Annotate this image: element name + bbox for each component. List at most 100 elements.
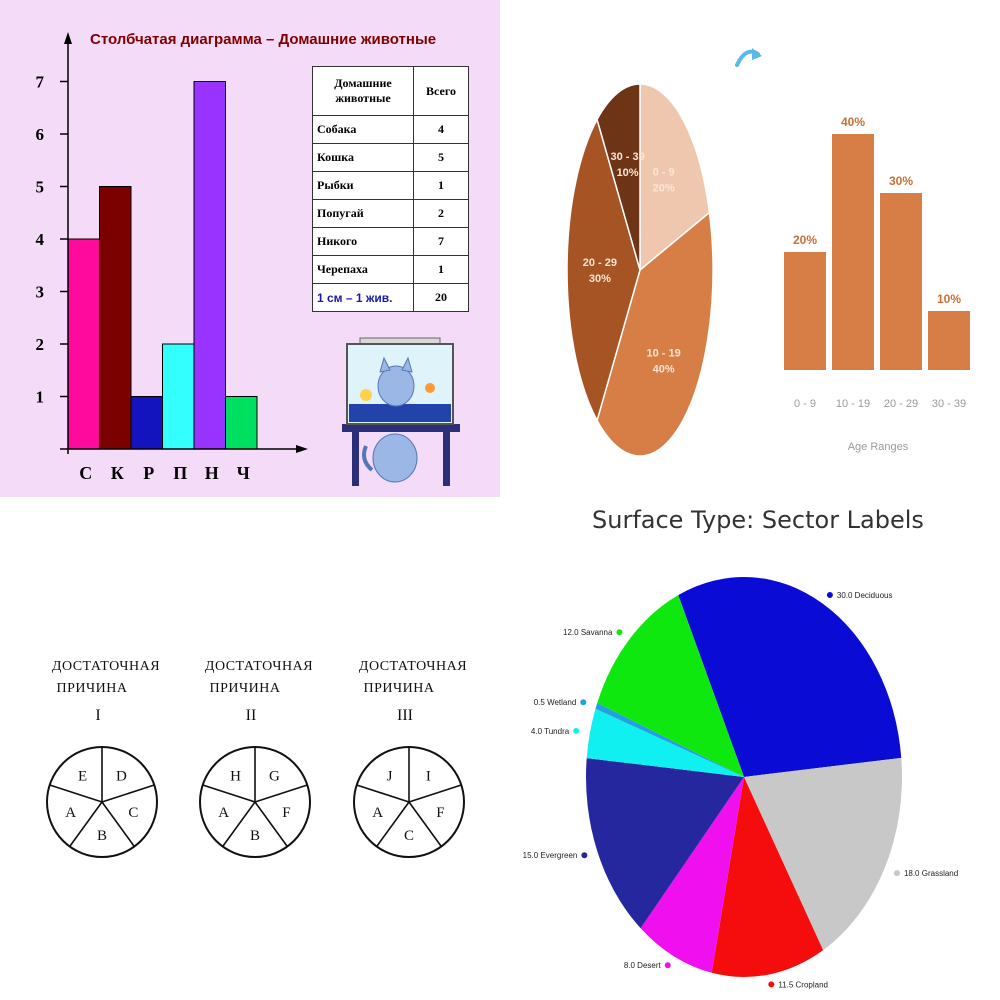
y-tick-label: 7 — [36, 73, 45, 92]
pie-slice-1 — [744, 757, 902, 951]
x-tick-label: С — [79, 463, 92, 483]
x-tick-label: 10 - 19 — [836, 398, 870, 410]
surface-pie-marks: 30.0 Deciduous 18.0 Grassland 11.5 Croplan… — [523, 577, 958, 989]
sector-label: B — [97, 828, 107, 844]
bar-2 — [880, 193, 922, 370]
pie-slice-4 — [586, 758, 744, 929]
pie-slice-percent: 30% — [589, 273, 611, 285]
y-tick-label: 3 — [36, 283, 45, 302]
pie-slice-3 — [640, 777, 744, 973]
slice-label: 4.0 Tundra — [531, 727, 570, 736]
sector-label: D — [116, 768, 127, 784]
curved-arrow-icon — [735, 48, 762, 67]
sector-divider — [101, 801, 135, 847]
x-tick-label: 0 - 9 — [794, 398, 816, 410]
table-cell-name: Черепаха — [312, 255, 414, 284]
pie-slice-label: 0 - 9 — [653, 167, 675, 179]
sector-label: F — [282, 805, 290, 821]
surface-type-pie-panel: Surface Type: Sector Labels 30.0 Deciduo… — [500, 500, 1000, 1000]
bar-0 — [67, 238, 100, 450]
surface-type-pie-chart: Surface Type: Sector Labels 30.0 Deciduo… — [523, 506, 959, 989]
slice-label: 30.0 Deciduous — [837, 591, 893, 600]
pie-slice-label: 10 - 19 — [646, 347, 680, 359]
sector-divider — [408, 801, 442, 847]
slice-value: 15.0 — [523, 851, 541, 860]
table-row: Собака 4 — [312, 115, 469, 144]
x-axis-arrow-icon — [296, 445, 308, 453]
sector-divider — [356, 784, 410, 803]
table-cell-name: Собака — [312, 115, 414, 144]
table-cell-name: Кошка — [312, 143, 414, 172]
table-row: Рыбки 1 — [312, 171, 469, 200]
x-tick-label: Н — [205, 463, 219, 483]
x-tick-label: К — [111, 463, 124, 483]
sector-label: C — [404, 828, 414, 844]
sector-label: B — [250, 828, 260, 844]
table-cell-value: 1 — [413, 255, 469, 284]
sector-divider — [202, 784, 256, 803]
legend-dot — [616, 629, 623, 636]
bar-1 — [832, 134, 874, 370]
cause-numeral: III — [397, 707, 413, 724]
x-tick-label: П — [173, 463, 187, 483]
sector-label: E — [78, 768, 87, 784]
table-cell-value: 4 — [413, 115, 469, 144]
x-tick-label: Р — [143, 463, 154, 483]
bar-0 — [784, 252, 826, 370]
pie-slice-2 — [711, 777, 824, 977]
sector-label: C — [128, 805, 138, 821]
chart-title: Surface Type: Sector Labels — [592, 506, 924, 534]
y-tick-label: 6 — [36, 125, 45, 144]
slice-value: 30.0 — [837, 591, 855, 600]
slice-name: Evergreen — [540, 851, 577, 860]
pie-slice-label: 30 - 39 — [610, 151, 644, 163]
y-tick-label: 5 — [36, 178, 45, 197]
sector-divider — [376, 801, 410, 847]
x-tick-label: 20 - 29 — [884, 398, 918, 410]
pie-slice-3 — [596, 83, 641, 271]
table-footer-row: 1 см – 1 жив. 20 — [312, 283, 469, 312]
table-row: Кошка 5 — [312, 143, 469, 172]
slice-label: 18.0 Grassland — [904, 869, 958, 878]
pie-slice-6 — [595, 702, 744, 777]
pets-bar-chart: Столбчатая диаграмма – Домашние животные… — [36, 31, 460, 486]
pie-slice-5 — [586, 708, 744, 777]
pie-slice-0 — [678, 577, 902, 777]
legend-dot — [580, 699, 587, 706]
age-bar-chart: 20% 0 - 9 40% 10 - 19 30% 20 - 29 10% 30 - 39 Ag… — [784, 115, 970, 453]
slice-value: 8.0 — [624, 961, 637, 970]
table-footer-scale: 1 см – 1 жив. — [312, 283, 414, 312]
sector-label: A — [372, 805, 383, 821]
bar-5 — [225, 396, 258, 450]
bar-2 — [130, 396, 163, 450]
age-pie-chart: 0 - 9 20% 10 - 19 40% 20 - 29 30% 30 - 39 10% — [566, 83, 714, 457]
pie-slice-1 — [596, 211, 714, 457]
pie-slice-label: 20 - 29 — [583, 257, 617, 269]
sector-divider — [101, 784, 155, 803]
table-cell-value: 1 — [413, 171, 469, 200]
sector-label: J — [387, 768, 393, 784]
slice-value: 4.0 — [531, 727, 544, 736]
cause-numeral: I — [95, 707, 100, 724]
table-cell-name: Попугай — [312, 199, 414, 228]
age-charts-panel: 0 - 9 20% 10 - 19 40% 20 - 29 30% 30 - 39 10% 2… — [500, 0, 1000, 500]
legend-dot — [826, 592, 833, 599]
y-axis-arrow-icon — [64, 32, 72, 44]
y-tick-label: 4 — [36, 230, 45, 249]
pets-data-table: Домашние животные Всего Собака 4 Кошка 5 Р… — [312, 66, 469, 312]
cause-caption-line1: ДОСТАТОЧНАЯ — [52, 659, 160, 674]
x-tick-label: Ч — [237, 463, 250, 483]
table-header-row: Домашние животные Всего — [312, 66, 469, 116]
bar-4 — [193, 81, 226, 450]
slice-label: 11.5 Cropland — [778, 980, 828, 989]
cause-caption-line1: ДОСТАТОЧНАЯ — [205, 659, 313, 674]
bar-3 — [928, 311, 970, 370]
pie-slice-7 — [597, 595, 744, 777]
chart-title: Столбчатая диаграмма – Домашние животные — [90, 31, 436, 48]
slice-name: Desert — [637, 961, 661, 970]
bar-3 — [162, 343, 195, 450]
sector-label: G — [269, 768, 280, 784]
cause-caption-line2: ПРИЧИНА — [57, 681, 128, 696]
slice-value: 11.5 — [778, 980, 795, 989]
